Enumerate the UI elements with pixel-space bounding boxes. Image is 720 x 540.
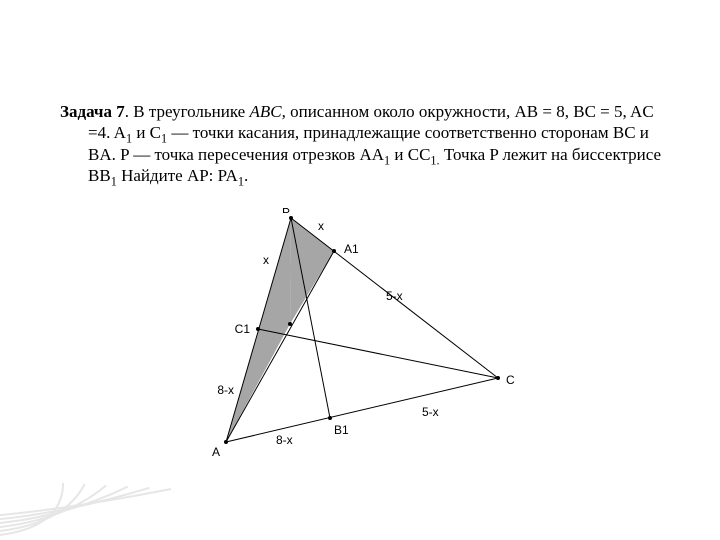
svg-text:B1: B1	[334, 423, 349, 437]
svg-text:5-x: 5-x	[386, 289, 403, 303]
triangle-diagram: B A C A1 C1 B1 x x 5-x 5-x 8-x 8-x	[198, 208, 518, 468]
problem-paragraph: Задача 7. В треугольнике ABC, описанном …	[60, 101, 668, 186]
svg-text:B: B	[282, 208, 290, 216]
svg-text:C: C	[506, 373, 515, 387]
triangle-svg: B A C A1 C1 B1 x x 5-x 5-x 8-x 8-x	[198, 208, 518, 468]
svg-text:8-x: 8-x	[217, 383, 234, 397]
svg-text:5-x: 5-x	[422, 405, 439, 419]
problem-label: Задача 7	[60, 102, 125, 121]
corner-swoosh-icon	[0, 480, 180, 540]
svg-text:x: x	[318, 219, 324, 233]
svg-text:8-x: 8-x	[276, 433, 293, 447]
svg-text:x: x	[263, 253, 269, 267]
problem-text: Задача 7. В треугольнике ABC, описанном …	[60, 84, 668, 203]
svg-text:C1: C1	[235, 322, 251, 336]
svg-text:A: A	[212, 445, 220, 459]
svg-text:A1: A1	[344, 242, 359, 256]
